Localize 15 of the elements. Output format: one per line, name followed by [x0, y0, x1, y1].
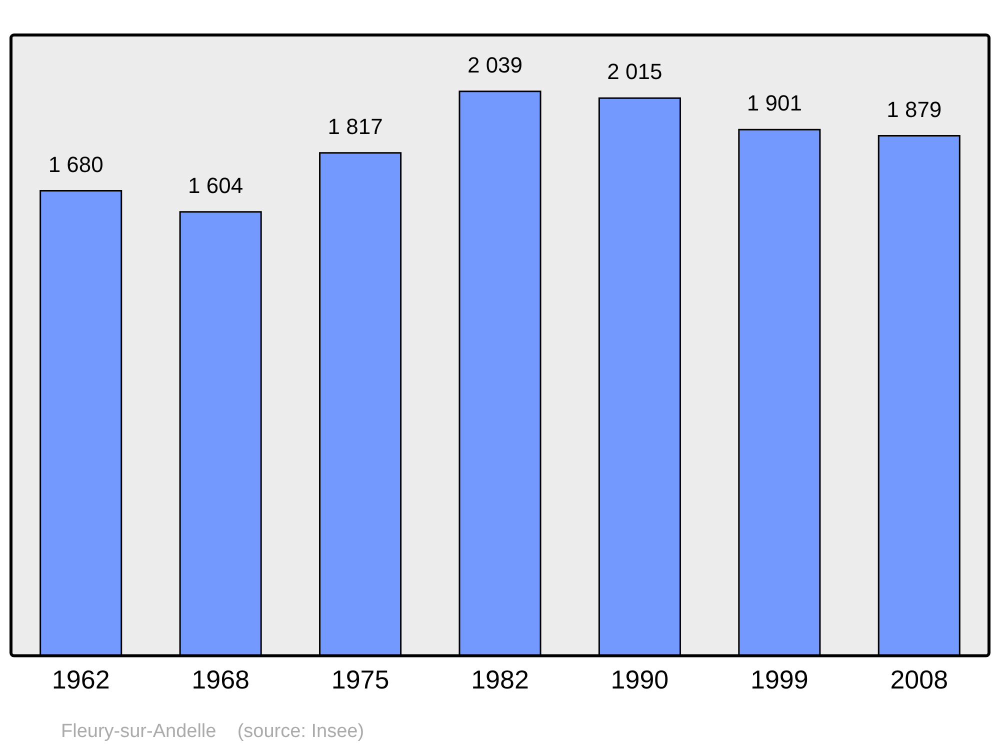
- x-tick-label: 1975: [331, 664, 390, 695]
- data-label: 1 604: [188, 172, 244, 198]
- data-label: 2 039: [467, 52, 523, 78]
- x-tick-label: 2008: [890, 664, 948, 695]
- x-tick-label: 1999: [750, 664, 808, 695]
- x-tick-label: 1968: [192, 664, 250, 695]
- x-tick-label: 1962: [52, 664, 110, 695]
- text: Fleury-sur-Andelle (source: Insee): [61, 721, 364, 742]
- data-label: 1 817: [328, 114, 383, 139]
- data-label: 1 680: [48, 152, 104, 177]
- data-label: 1 879: [886, 96, 942, 122]
- x-tick-label: 1990: [610, 664, 669, 695]
- data-label: 2 015: [607, 59, 662, 84]
- data-label: 1 901: [746, 90, 802, 116]
- x-tick-label: 1982: [471, 664, 529, 695]
